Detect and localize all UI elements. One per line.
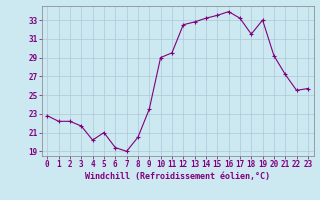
X-axis label: Windchill (Refroidissement éolien,°C): Windchill (Refroidissement éolien,°C) [85,172,270,181]
